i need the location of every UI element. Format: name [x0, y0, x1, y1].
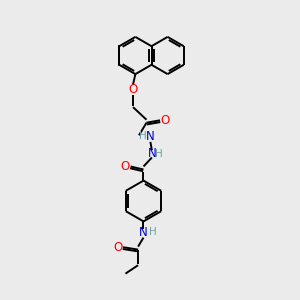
Text: O: O	[113, 241, 123, 254]
Text: H: H	[139, 131, 146, 141]
Text: H: H	[155, 149, 163, 159]
Text: O: O	[128, 83, 138, 96]
Text: N: N	[139, 226, 148, 239]
Text: O: O	[160, 114, 170, 127]
Text: N: N	[148, 147, 156, 161]
Text: N: N	[146, 130, 155, 143]
Text: H: H	[148, 227, 156, 238]
Text: O: O	[121, 160, 130, 173]
